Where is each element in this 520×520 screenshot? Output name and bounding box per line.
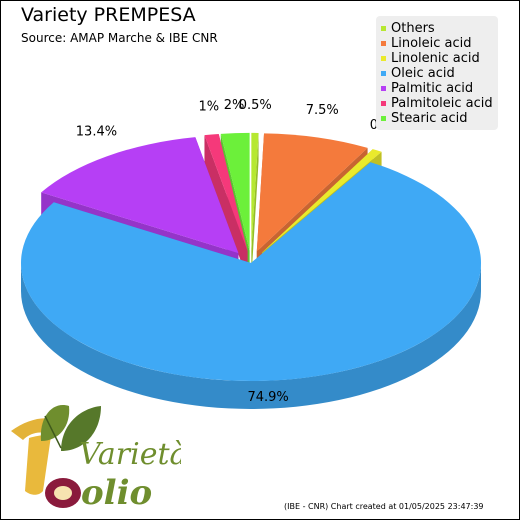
legend-swatch xyxy=(381,116,386,121)
slice-rim xyxy=(21,263,481,409)
chart-credit: (IBE - CNR) Chart created at 01/05/2025 … xyxy=(284,502,484,511)
legend-label: Linoleic acid xyxy=(391,36,472,51)
legend-item-stearic-acid[interactable]: Stearic acid xyxy=(376,111,498,126)
slice-percent-label: 13.4% xyxy=(76,125,117,140)
legend-swatch xyxy=(381,26,386,31)
varieta-olio-logo: Varietà olio xyxy=(11,405,181,513)
legend-swatch xyxy=(381,101,386,106)
legend-item-palmitic-acid[interactable]: Palmitic acid xyxy=(376,81,498,96)
slice-top xyxy=(256,133,368,252)
logo-text-varieta: Varietà xyxy=(79,437,181,472)
legend-swatch xyxy=(381,41,386,46)
slice-percent-label: 7.5% xyxy=(306,103,339,118)
legend-item-linoleic-acid[interactable]: Linoleic acid xyxy=(376,36,498,51)
legend-swatch xyxy=(381,86,386,91)
legend-item-palmitoleic-acid[interactable]: Palmitoleic acid xyxy=(376,96,498,111)
slice-top xyxy=(262,149,382,253)
slice-top xyxy=(220,132,250,251)
slice-percent-label: 0.5% xyxy=(239,98,272,113)
legend-item-others[interactable]: Others xyxy=(376,21,498,36)
pie-slice-others[interactable] xyxy=(251,132,259,279)
slice-top xyxy=(41,137,239,254)
slice-top xyxy=(204,133,248,252)
legend-item-oleic-acid[interactable]: Oleic acid xyxy=(376,66,498,81)
slice-percent-label: 74.9% xyxy=(247,390,288,405)
logo-text-olio: olio xyxy=(81,473,152,513)
slice-wall xyxy=(251,132,259,279)
legend-item-linolenic-acid[interactable]: Linolenic acid xyxy=(376,51,498,66)
legend-label: Stearic acid xyxy=(391,111,468,126)
slice-top xyxy=(251,132,259,251)
slice-wall xyxy=(204,135,248,280)
legend-label: Linolenic acid xyxy=(391,51,480,66)
legend-swatch xyxy=(381,56,386,61)
legend-swatch xyxy=(381,71,386,76)
pie-slice-oleic-acid[interactable] xyxy=(20,162,481,409)
legend-label: Others xyxy=(391,21,435,36)
slice-percent-label: 1% xyxy=(198,100,219,115)
chart-subtitle: Source: AMAP Marche & IBE CNR xyxy=(21,31,218,45)
legend-label: Oleic acid xyxy=(391,66,455,81)
slice-percent-label: 2% xyxy=(224,98,245,113)
legend-label: Palmitic acid xyxy=(391,81,474,96)
chart-title: Variety PREMPESA xyxy=(21,4,196,26)
slice-top xyxy=(20,162,481,381)
chart-legend: Others Linoleic acid Linolenic acid Oleic a… xyxy=(376,16,498,130)
pie-slice-palmitoleic-acid[interactable] xyxy=(204,133,248,280)
legend-label: Palmitoleic acid xyxy=(391,96,493,111)
